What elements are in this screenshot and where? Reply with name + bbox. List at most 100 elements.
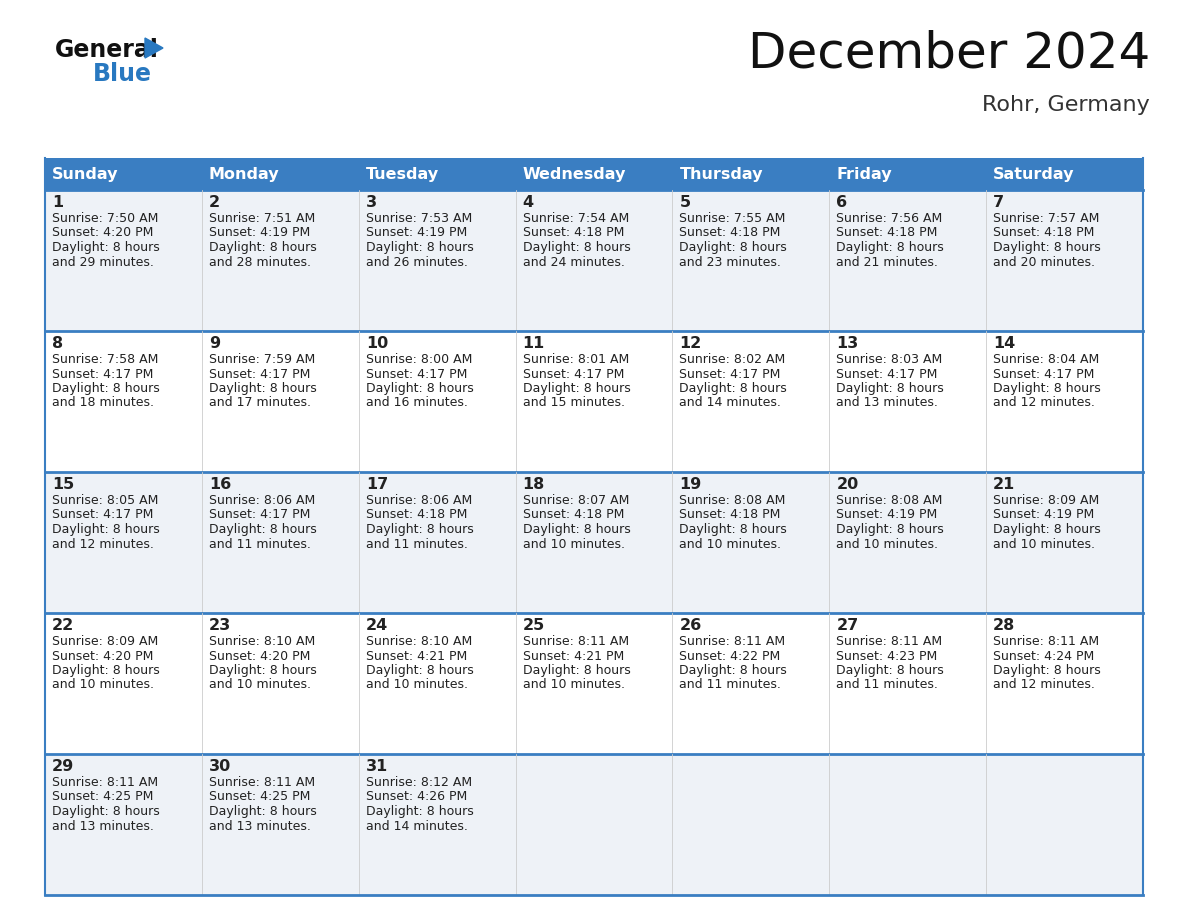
Text: 23: 23 bbox=[209, 618, 232, 633]
Text: Daylight: 8 hours: Daylight: 8 hours bbox=[52, 664, 159, 677]
Text: Sunset: 4:19 PM: Sunset: 4:19 PM bbox=[993, 509, 1094, 521]
Text: Sunrise: 8:06 AM: Sunrise: 8:06 AM bbox=[209, 494, 315, 507]
Text: Daylight: 8 hours: Daylight: 8 hours bbox=[209, 241, 317, 254]
Text: Saturday: Saturday bbox=[993, 166, 1075, 182]
Text: Sunset: 4:25 PM: Sunset: 4:25 PM bbox=[52, 790, 153, 803]
Text: Sunrise: 7:53 AM: Sunrise: 7:53 AM bbox=[366, 212, 472, 225]
Text: Daylight: 8 hours: Daylight: 8 hours bbox=[836, 664, 944, 677]
Text: 9: 9 bbox=[209, 336, 220, 351]
Text: and 21 minutes.: and 21 minutes. bbox=[836, 255, 939, 268]
Bar bbox=[45, 754, 1143, 895]
Text: 24: 24 bbox=[366, 618, 388, 633]
Text: 1: 1 bbox=[52, 195, 63, 210]
Text: Sunset: 4:19 PM: Sunset: 4:19 PM bbox=[836, 509, 937, 521]
Text: Sunrise: 8:12 AM: Sunrise: 8:12 AM bbox=[366, 776, 472, 789]
Text: and 20 minutes.: and 20 minutes. bbox=[993, 255, 1095, 268]
Text: Daylight: 8 hours: Daylight: 8 hours bbox=[680, 382, 788, 395]
Text: Daylight: 8 hours: Daylight: 8 hours bbox=[993, 241, 1101, 254]
Text: and 11 minutes.: and 11 minutes. bbox=[366, 538, 468, 551]
Text: Sunrise: 8:02 AM: Sunrise: 8:02 AM bbox=[680, 353, 785, 366]
Text: and 12 minutes.: and 12 minutes. bbox=[52, 538, 154, 551]
Text: 16: 16 bbox=[209, 477, 232, 492]
Text: and 10 minutes.: and 10 minutes. bbox=[52, 678, 154, 691]
Text: Daylight: 8 hours: Daylight: 8 hours bbox=[836, 241, 944, 254]
Text: Daylight: 8 hours: Daylight: 8 hours bbox=[52, 523, 159, 536]
Text: Sunrise: 8:09 AM: Sunrise: 8:09 AM bbox=[52, 635, 158, 648]
Text: and 18 minutes.: and 18 minutes. bbox=[52, 397, 154, 409]
Text: Daylight: 8 hours: Daylight: 8 hours bbox=[366, 805, 474, 818]
Text: 17: 17 bbox=[366, 477, 388, 492]
Text: 30: 30 bbox=[209, 759, 232, 774]
Bar bbox=[45, 190, 1143, 331]
Text: Daylight: 8 hours: Daylight: 8 hours bbox=[209, 664, 317, 677]
Text: 19: 19 bbox=[680, 477, 702, 492]
Text: 18: 18 bbox=[523, 477, 545, 492]
Text: 20: 20 bbox=[836, 477, 859, 492]
Text: Daylight: 8 hours: Daylight: 8 hours bbox=[52, 382, 159, 395]
Text: 12: 12 bbox=[680, 336, 702, 351]
Text: Sunrise: 7:54 AM: Sunrise: 7:54 AM bbox=[523, 212, 628, 225]
Text: Daylight: 8 hours: Daylight: 8 hours bbox=[680, 523, 788, 536]
Text: 2: 2 bbox=[209, 195, 220, 210]
Text: and 10 minutes.: and 10 minutes. bbox=[993, 538, 1095, 551]
Text: Sunset: 4:21 PM: Sunset: 4:21 PM bbox=[366, 650, 467, 663]
Text: Sunrise: 8:10 AM: Sunrise: 8:10 AM bbox=[209, 635, 315, 648]
Text: Daylight: 8 hours: Daylight: 8 hours bbox=[993, 382, 1101, 395]
Text: Sunday: Sunday bbox=[52, 166, 119, 182]
Text: and 17 minutes.: and 17 minutes. bbox=[209, 397, 311, 409]
Text: Tuesday: Tuesday bbox=[366, 166, 438, 182]
Text: Sunrise: 7:57 AM: Sunrise: 7:57 AM bbox=[993, 212, 1100, 225]
Text: Sunrise: 8:07 AM: Sunrise: 8:07 AM bbox=[523, 494, 628, 507]
Text: 22: 22 bbox=[52, 618, 74, 633]
Text: and 23 minutes.: and 23 minutes. bbox=[680, 255, 782, 268]
Text: and 12 minutes.: and 12 minutes. bbox=[993, 678, 1095, 691]
Text: Sunset: 4:18 PM: Sunset: 4:18 PM bbox=[680, 227, 781, 240]
Text: Sunset: 4:17 PM: Sunset: 4:17 PM bbox=[993, 367, 1094, 380]
Text: Sunrise: 8:10 AM: Sunrise: 8:10 AM bbox=[366, 635, 472, 648]
Text: Daylight: 8 hours: Daylight: 8 hours bbox=[209, 523, 317, 536]
Text: Sunrise: 8:00 AM: Sunrise: 8:00 AM bbox=[366, 353, 472, 366]
Text: Sunset: 4:17 PM: Sunset: 4:17 PM bbox=[209, 367, 310, 380]
Text: and 12 minutes.: and 12 minutes. bbox=[993, 397, 1095, 409]
Text: 11: 11 bbox=[523, 336, 545, 351]
Text: Sunrise: 8:01 AM: Sunrise: 8:01 AM bbox=[523, 353, 628, 366]
Text: 26: 26 bbox=[680, 618, 702, 633]
Text: 13: 13 bbox=[836, 336, 859, 351]
Text: Sunset: 4:20 PM: Sunset: 4:20 PM bbox=[52, 650, 153, 663]
Text: Sunset: 4:20 PM: Sunset: 4:20 PM bbox=[209, 650, 310, 663]
Text: Sunset: 4:18 PM: Sunset: 4:18 PM bbox=[523, 509, 624, 521]
Text: Sunrise: 7:56 AM: Sunrise: 7:56 AM bbox=[836, 212, 942, 225]
Text: and 16 minutes.: and 16 minutes. bbox=[366, 397, 468, 409]
Text: 27: 27 bbox=[836, 618, 859, 633]
Text: 10: 10 bbox=[366, 336, 388, 351]
Text: and 11 minutes.: and 11 minutes. bbox=[209, 538, 311, 551]
Text: Sunset: 4:26 PM: Sunset: 4:26 PM bbox=[366, 790, 467, 803]
Text: 28: 28 bbox=[993, 618, 1016, 633]
Text: Daylight: 8 hours: Daylight: 8 hours bbox=[523, 523, 631, 536]
Text: Sunrise: 8:08 AM: Sunrise: 8:08 AM bbox=[836, 494, 942, 507]
Text: Daylight: 8 hours: Daylight: 8 hours bbox=[993, 523, 1101, 536]
Text: 3: 3 bbox=[366, 195, 377, 210]
Text: Sunset: 4:18 PM: Sunset: 4:18 PM bbox=[523, 227, 624, 240]
Text: Daylight: 8 hours: Daylight: 8 hours bbox=[993, 664, 1101, 677]
Text: and 24 minutes.: and 24 minutes. bbox=[523, 255, 625, 268]
Text: Sunrise: 7:55 AM: Sunrise: 7:55 AM bbox=[680, 212, 785, 225]
Text: and 10 minutes.: and 10 minutes. bbox=[366, 678, 468, 691]
Text: Sunrise: 8:11 AM: Sunrise: 8:11 AM bbox=[680, 635, 785, 648]
Text: Sunrise: 8:11 AM: Sunrise: 8:11 AM bbox=[523, 635, 628, 648]
Text: Sunrise: 8:04 AM: Sunrise: 8:04 AM bbox=[993, 353, 1099, 366]
Text: Blue: Blue bbox=[93, 62, 152, 86]
Text: Sunset: 4:17 PM: Sunset: 4:17 PM bbox=[523, 367, 624, 380]
Text: Sunset: 4:22 PM: Sunset: 4:22 PM bbox=[680, 650, 781, 663]
Text: 31: 31 bbox=[366, 759, 388, 774]
Text: Sunset: 4:17 PM: Sunset: 4:17 PM bbox=[52, 367, 153, 380]
Text: 4: 4 bbox=[523, 195, 533, 210]
Text: Sunrise: 8:11 AM: Sunrise: 8:11 AM bbox=[52, 776, 158, 789]
Text: Sunset: 4:17 PM: Sunset: 4:17 PM bbox=[209, 509, 310, 521]
Text: Daylight: 8 hours: Daylight: 8 hours bbox=[836, 382, 944, 395]
Text: Sunset: 4:21 PM: Sunset: 4:21 PM bbox=[523, 650, 624, 663]
Text: Sunrise: 8:03 AM: Sunrise: 8:03 AM bbox=[836, 353, 942, 366]
Text: Sunset: 4:17 PM: Sunset: 4:17 PM bbox=[680, 367, 781, 380]
Text: Sunset: 4:19 PM: Sunset: 4:19 PM bbox=[366, 227, 467, 240]
Text: Sunset: 4:24 PM: Sunset: 4:24 PM bbox=[993, 650, 1094, 663]
